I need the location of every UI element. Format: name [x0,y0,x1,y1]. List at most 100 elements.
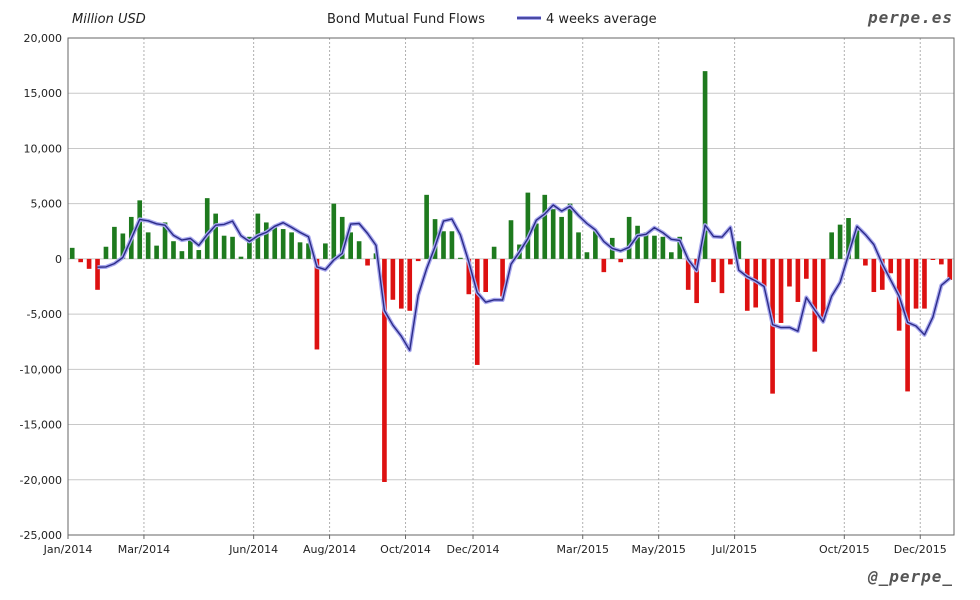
weekly-flow-bar [635,225,640,259]
weekly-flow-bar [888,258,894,274]
weekly-flow-bar [221,235,227,259]
weekly-flow-bar [652,235,657,259]
x-tick-label: May/2015 [631,543,685,556]
weekly-flow-bar [247,236,252,259]
weekly-flow-bar [508,220,514,259]
weekly-flow-bar [474,258,480,365]
weekly-flow-bar [280,229,286,259]
weekly-flow-bar [78,258,83,263]
weekly-flow-bar [939,258,944,265]
weekly-flow-bar [398,258,404,309]
weekly-flow-bar [289,232,294,259]
y-tick-label: 10,000 [24,142,63,155]
weekly-flow-bar [407,258,413,311]
weekly-flow-bar [112,226,117,259]
weekly-flow-bar [162,222,168,259]
weekly-flow-bar [719,258,725,294]
weekly-flow-bar [449,231,455,259]
weekly-flow-bar [930,258,936,260]
weekly-flow-bar [829,232,834,259]
plot-frame [67,37,955,536]
weekly-flow-bar [879,258,885,290]
weekly-flow-bar [567,203,573,259]
weekly-flow-bar [154,245,159,259]
y-axis-ticks: 20,000 15,000 10,000 5,000 0 -5,000 -10,000 -15… [20,32,62,542]
legend-label-average: 4 weeks average [546,12,657,27]
weekly-flow-bar [86,258,92,269]
weekly-flow-bar [348,232,353,259]
weekly-flow-bar [491,246,497,259]
weekly-flow-bar [424,194,429,259]
weekly-flow-bar [196,250,202,259]
x-tick-label: Jun/2014 [228,543,278,556]
weekly-flow-bar [702,71,708,259]
weekly-flow-bar [533,223,539,259]
weekly-flow-bar [787,258,792,287]
brand-label: perpe.es [867,8,953,27]
y-unit-label: Million USD [72,12,146,27]
weekly-flow-bar [601,258,607,273]
weekly-flow-bar [728,258,733,265]
weekly-flow-bar [837,224,843,259]
weekly-flow-bar [415,258,421,262]
average-line [97,204,951,351]
weekly-flow-bar [593,231,598,259]
weekly-flow-bar [525,192,531,259]
weekly-flow-bar [238,256,244,259]
weekly-flow-bar [694,258,699,304]
y-tick-label: -25,000 [20,529,62,542]
weekly-flow-bar [483,258,489,293]
weekly-flow-bar [711,258,716,283]
x-tick-label: Mar/2014 [118,543,170,556]
weekly-flow-bar [660,236,666,259]
weekly-flow-bar [542,194,548,259]
weekly-flow-bar [382,258,387,482]
weekly-flow-bar [441,231,446,259]
weekly-flow-bar [761,258,767,287]
weekly-flow-bar [584,252,590,259]
weekly-flow-bar [626,216,632,259]
weekly-flow-bar [69,247,75,259]
weekly-flow-bar [204,198,210,259]
weekly-flow-bar [559,216,564,259]
y-tick-label: -20,000 [20,474,62,487]
weekly-flow-bar [643,232,649,259]
x-tick-label: Aug/2014 [303,543,356,556]
x-tick-label: Jan/2014 [43,543,93,556]
weekly-flow-bar [356,241,362,259]
y-tick-label: 20,000 [24,32,63,45]
weekly-flow-bar [103,246,109,259]
chart-title: Bond Mutual Fund Flows [327,12,485,27]
weekly-flow-bar [120,233,126,259]
weekly-flow-bar [137,200,143,259]
weekly-flow-bar [230,236,235,259]
x-tick-label: Dec/2015 [894,543,947,556]
weekly-flow-bar [95,258,100,290]
weekly-flow-bar [171,241,176,259]
weekly-flow-bar [905,258,910,392]
weekly-flow-bar [390,258,396,300]
weekly-flow-bar [913,258,919,309]
weekly-flow-bar [685,258,691,290]
weekly-flow-bar [846,218,851,259]
y-tick-label: -10,000 [20,363,62,376]
y-tick-label: 15,000 [24,87,63,100]
weekly-flow-bar [820,258,826,321]
weekly-flow-bar [179,251,185,259]
weekly-flow-bar [550,209,556,259]
x-tick-label: Mar/2015 [556,543,608,556]
weekly-flow-bar [576,232,581,259]
weekly-flow-bar [263,222,269,259]
weekly-flow-bar [466,258,472,295]
weekly-flow-bar [854,230,860,259]
weekly-flow-bar [213,213,218,259]
weekly-flow-bar [297,242,303,259]
weekly-flow-bar [500,258,505,297]
handle-label: @_perpe_ [867,567,953,586]
weekly-flow-bar [795,258,801,302]
y-tick-label: 5,000 [31,198,63,211]
y-tick-label: 0 [55,253,62,266]
weekly-flow-bar [365,258,370,266]
weekly-flow-bar [871,258,877,293]
